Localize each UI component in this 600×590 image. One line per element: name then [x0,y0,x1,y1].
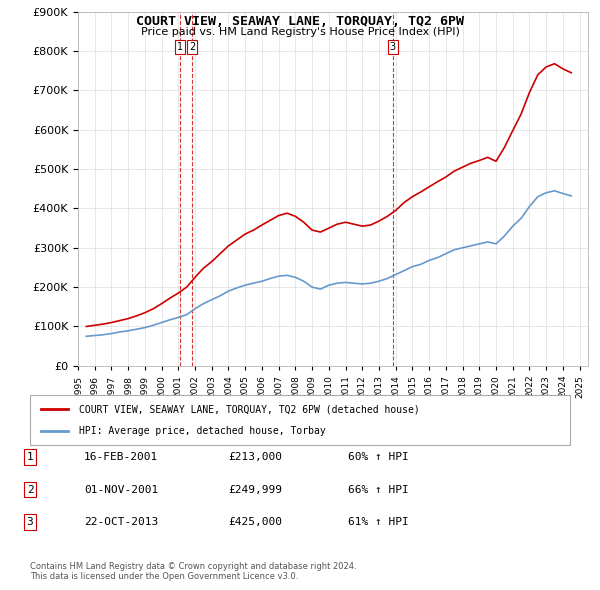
Text: £213,000: £213,000 [228,453,282,462]
FancyBboxPatch shape [30,395,570,445]
Text: Price paid vs. HM Land Registry's House Price Index (HPI): Price paid vs. HM Land Registry's House … [140,27,460,37]
Text: COURT VIEW, SEAWAY LANE, TORQUAY, TQ2 6PW (detached house): COURT VIEW, SEAWAY LANE, TORQUAY, TQ2 6P… [79,404,419,414]
Text: 1: 1 [177,42,184,52]
Text: 1: 1 [26,453,34,462]
Text: 3: 3 [26,517,34,527]
Text: 2: 2 [26,485,34,494]
Text: 60% ↑ HPI: 60% ↑ HPI [348,453,409,462]
Text: 22-OCT-2013: 22-OCT-2013 [84,517,158,527]
Text: 2: 2 [189,42,196,52]
Text: Contains HM Land Registry data © Crown copyright and database right 2024.
This d: Contains HM Land Registry data © Crown c… [30,562,356,581]
Text: 66% ↑ HPI: 66% ↑ HPI [348,485,409,494]
Text: 3: 3 [389,42,395,52]
Text: 61% ↑ HPI: 61% ↑ HPI [348,517,409,527]
Text: 01-NOV-2001: 01-NOV-2001 [84,485,158,494]
Text: 16-FEB-2001: 16-FEB-2001 [84,453,158,462]
Text: £425,000: £425,000 [228,517,282,527]
Text: £249,999: £249,999 [228,485,282,494]
Text: COURT VIEW, SEAWAY LANE, TORQUAY, TQ2 6PW: COURT VIEW, SEAWAY LANE, TORQUAY, TQ2 6P… [136,15,464,28]
Text: HPI: Average price, detached house, Torbay: HPI: Average price, detached house, Torb… [79,427,325,437]
